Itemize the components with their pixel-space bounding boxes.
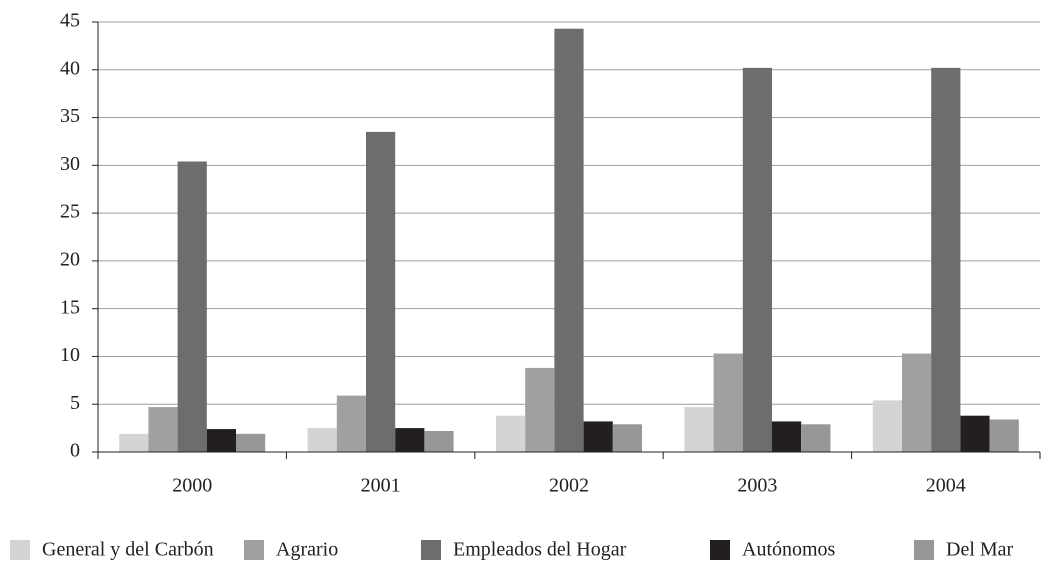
y-tick-label: 15 — [60, 296, 80, 318]
bar — [872, 400, 902, 452]
bar — [902, 353, 932, 452]
y-tick-label: 10 — [60, 344, 80, 366]
bar — [525, 367, 555, 452]
bar — [931, 67, 961, 452]
y-tick-label: 0 — [70, 440, 80, 462]
legend-label: General y del Carbón — [42, 539, 214, 561]
legend-swatch — [244, 540, 264, 560]
bar — [772, 421, 802, 452]
bar — [684, 407, 714, 452]
bar — [119, 433, 149, 452]
bar — [989, 419, 1019, 452]
x-tick-label: 2001 — [361, 475, 401, 497]
bar — [801, 424, 831, 452]
bar — [236, 433, 266, 452]
bar — [583, 421, 613, 452]
legend-label: Del Mar — [946, 539, 1014, 561]
bar — [554, 28, 584, 452]
bar — [206, 429, 236, 452]
bar — [366, 131, 396, 452]
y-tick-label: 35 — [60, 105, 80, 127]
y-tick-label: 30 — [60, 153, 80, 175]
bar — [307, 428, 337, 452]
y-tick-label: 5 — [70, 392, 80, 414]
legend-swatch — [914, 540, 934, 560]
y-tick-label: 25 — [60, 201, 80, 223]
bar — [496, 415, 526, 452]
y-tick-label: 40 — [60, 57, 80, 79]
legend-swatch — [10, 540, 30, 560]
bar — [960, 415, 990, 452]
bar — [148, 407, 178, 452]
bar — [612, 424, 642, 452]
legend-swatch — [710, 540, 730, 560]
bar — [177, 161, 207, 452]
legend-swatch — [421, 540, 441, 560]
x-tick-label: 2004 — [926, 475, 966, 497]
bar — [395, 428, 425, 452]
bar — [336, 395, 366, 452]
y-tick-label: 20 — [60, 248, 80, 270]
legend-label: Agrario — [276, 539, 338, 561]
legend-label: Empleados del Hogar — [453, 539, 627, 561]
y-tick-label: 45 — [60, 10, 80, 32]
legend-label: Autónomos — [742, 539, 836, 561]
bar — [742, 67, 772, 452]
x-tick-label: 2000 — [172, 475, 212, 497]
bar — [713, 353, 743, 452]
x-tick-label: 2003 — [737, 475, 777, 497]
x-tick-label: 2002 — [549, 475, 589, 497]
bar — [424, 430, 454, 452]
